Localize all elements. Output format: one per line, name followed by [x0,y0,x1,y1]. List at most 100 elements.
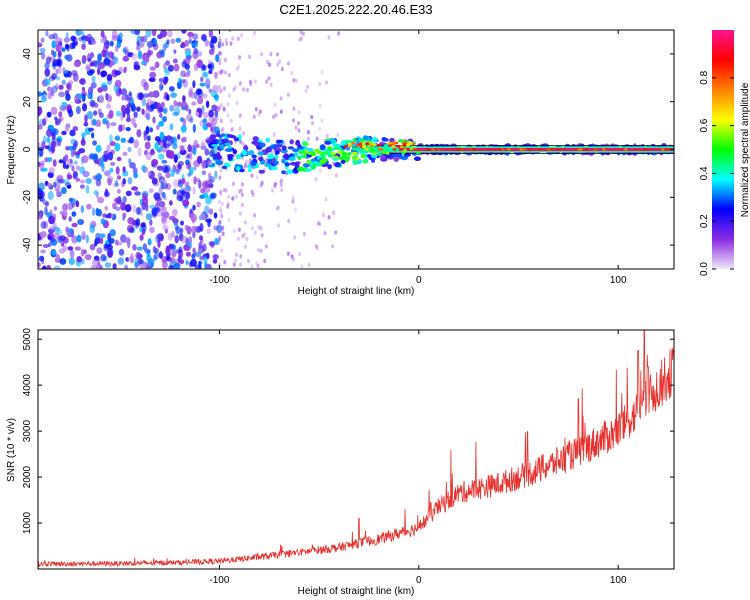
spectrogram-noise-cell [54,116,58,121]
spectrogram-noise-cell [234,252,238,257]
spectrogram-noise-cell [163,78,168,85]
spectrogram-noise-cell [89,244,96,251]
spectrogram-noise-cell [88,127,94,132]
spectrogram-noise-cell [110,122,117,127]
spectrogram-noise-cell [279,182,283,187]
spectrogram-noise-cell [319,168,323,173]
spectrogram-noise-cell [44,201,50,207]
spectrogram-noise-cell [201,160,207,169]
spectrogram-noise-cell [133,64,141,71]
spectrogram-noise-cell [87,92,93,100]
spectrogram-noise-cell [124,204,132,213]
spectrogram-noise-cell [210,122,215,128]
spectrogram-noise-cell [311,120,314,126]
spectrogram-signal-cell [324,140,332,145]
spectrogram-noise-cell [195,111,200,117]
spectrogram-noise-cell [137,50,143,60]
spectrogram-noise-cell [264,158,268,163]
spectrogram-noise-cell [42,265,47,269]
spectrogram-noise-cell [181,235,188,244]
spectrogram-noise-cell [124,237,131,244]
spectrogram-noise-cell [128,256,135,262]
spectrogram-noise-cell [220,248,223,253]
spectrogram-noise-cell [207,172,212,179]
spectrogram-band-inner [398,148,674,151]
spectrogram-noise-cell [108,109,114,119]
spectrogram-noise-cell [81,86,86,92]
spectrogram-noise-cell [197,96,204,105]
spectrogram-noise-cell [128,227,135,233]
spectrogram-noise-cell [213,225,219,231]
spectrogram-noise-cell [195,88,202,95]
spectrogram-noise-cell [225,41,229,46]
spectrogram-noise-cell [192,80,196,89]
spectrogram-noise-cell [175,249,183,254]
spectrogram-noise-cell [188,108,192,115]
spectrogram-noise-cell [73,150,77,156]
spectrogram-noise-cell [115,206,121,211]
spectrogram-noise-cell [58,159,64,164]
y-tick-label: 40 [22,48,33,60]
spectrogram-noise-cell [72,40,76,50]
spectrogram-noise-cell [134,257,139,267]
spectrogram-noise-cell [147,171,151,177]
spectrogram-noise-cell [187,144,192,153]
spectrogram-noise-cell [196,88,204,98]
spectrogram-noise-cell [172,111,179,117]
spectrogram-noise-cell [52,226,60,232]
spectrogram-noise-cell [191,101,197,106]
spectrogram-noise-cell [177,163,182,170]
spectrogram-noise-cell [81,43,86,50]
spectrogram-noise-cell [238,211,242,216]
spectrogram-noise-cell [299,30,303,35]
spectrogram-noise-cell [179,79,186,84]
spectrogram-peak-cell [411,142,416,146]
spectrogram-noise-cell [212,37,217,44]
spectrogram-noise-cell [49,225,55,231]
spectrogram-noise-cell [90,265,98,269]
x-tick-label: -100 [209,575,229,586]
spectrogram-noise-cell [243,244,247,249]
spectrogram-noise-cell [147,50,151,58]
spectrogram-noise-cell [176,101,182,107]
spectrogram-signal-cell [371,137,378,143]
spectrogram-peak-cell [453,148,458,151]
spectrogram-noise-cell [44,206,48,215]
spectrogram-noise-cell [263,258,267,264]
spectrogram-noise-cell [111,35,119,41]
spectrogram-noise-cell [185,191,191,200]
spectrogram-noise-cell [157,233,164,241]
spectrogram-noise-cell [103,191,110,198]
spectrogram-noise-cell [168,265,175,269]
spectrogram-noise-cell [226,102,230,107]
spectrogram-noise-cell [146,135,151,142]
spectrogram-signal-cell [284,162,290,167]
spectrogram-noise-cell [315,246,319,251]
spectrogram-noise-cell [113,56,119,65]
spectrogram-noise-cell [116,241,123,246]
spectrogram-peak-cell [347,144,352,148]
spectrogram-noise-cell [291,257,295,262]
spectrogram-noise-cell [81,31,85,37]
snr-x-axis-label: Height of straight line (km) [298,586,415,597]
spectrogram-noise-cell [142,93,150,98]
spectrogram-noise-cell [242,131,246,136]
spectrogram-noise-cell [318,82,322,87]
spectrogram-signal-cell [287,146,294,150]
spectrogram-noise-cell [161,211,165,217]
spectrogram-peak-cell [364,147,370,152]
spectrogram-peak-cell [339,156,344,160]
spectrogram-noise-cell [268,62,272,67]
spectrogram-noise-cell [104,206,109,211]
spectrogram-noise-cell [120,112,124,121]
spectrogram-noise-cell [182,118,187,127]
spectrogram-peak-cell [355,157,360,161]
spectrogram-noise-cell [154,142,159,151]
spectrogram-noise-cell [307,136,310,141]
spectrogram-signal-cell [381,138,389,142]
spectrogram-noise-cell [186,113,193,122]
spectrogram-signal-cell [281,158,286,164]
spectrogram-noise-cell [171,250,177,258]
spectrogram-peak-cell [431,148,436,151]
spectrogram-noise-cell [220,201,224,207]
